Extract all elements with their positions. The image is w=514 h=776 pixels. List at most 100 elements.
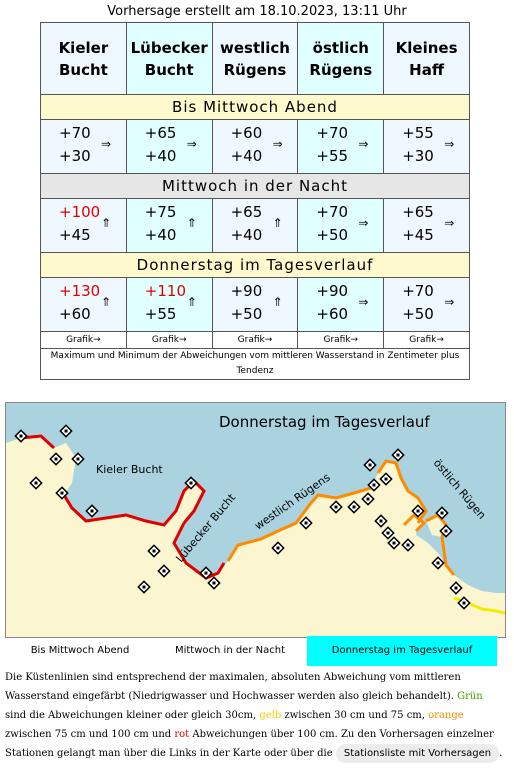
forecast-cell: +70 ⇒ +30 [41,120,126,173]
min-value: +40 [230,226,263,244]
forecast-cell: +70 ⇒ +55 [298,120,383,173]
forecast-cell: +60 ⇒ +40 [213,120,298,173]
values-row: +70 ⇒ +30 +65 ⇒ +40 +60 ⇒ +40 +70 ⇒ +55 +55 ⇒ +30 [40,119,470,174]
color-yellow-label: gelb [259,710,282,721]
grafik-link-kieler[interactable]: Grafik→ [40,331,127,349]
station-marker-dot [440,511,444,515]
region-header: Lübecker Bucht [125,22,213,95]
trend-arrow-icon: ⇒ [186,137,197,151]
max-value: +75 [144,203,177,221]
desc-text: zwischen 30 cm und 75 cm, [284,710,425,721]
max-value: +70 [402,282,434,300]
max-value: +70 [59,124,91,142]
grafik-link-haff[interactable]: Grafik→ [383,331,470,349]
station-marker-dot [379,519,383,523]
max-value: +65 [230,203,263,221]
trend-arrow-icon: ⇑ [101,216,112,230]
legend-description: Die Küstenlinien sind entsprechend der m… [5,668,505,763]
trend-arrow-icon: ⇑ [101,295,112,309]
trend-arrow-icon: ⇑ [186,216,197,230]
trend-arrow-icon: ⇑ [272,295,283,309]
max-value: +110 [144,282,186,300]
grafik-link-ost[interactable]: Grafik→ [297,331,385,349]
station-marker-dot [444,529,448,533]
coast-west [226,486,372,562]
station-marker-dot [19,434,23,438]
values-row: +130 ⇑ +60 +110 ⇑ +55 +90 ⇑ +50 +90 ⇒ +60 +70 ⇒ +5… [40,277,470,332]
station-marker-dot [212,581,216,585]
forecast-cell: +90 ⇑ +50 [213,278,298,331]
station-marker-dot [152,549,156,553]
max-value: +90 [230,282,263,300]
forecast-cell: +70 ⇒ +50 [298,199,383,252]
desc-text: sind die Abweichungen kleiner oder gleic… [5,710,257,721]
min-value: +60 [59,305,91,323]
station-marker-dot [392,541,396,545]
trend-arrow-icon: ⇒ [444,216,455,230]
map-land-east [404,515,446,537]
map-label-kieler: Kieler Bucht [96,463,163,476]
period-tabs: Bis Mittwoch Abend Mittwoch in der Nacht… [5,636,497,666]
station-marker-dot [76,457,80,461]
forecast-cell: +65 ⇒ +40 [127,120,212,173]
station-markers [14,424,471,610]
trend-arrow-icon: ⇒ [358,137,369,151]
max-value: +70 [316,203,349,221]
period-label: Mittwoch in der Nacht [40,173,470,199]
coast-map: Donnerstag im Tagesverlauf Kieler Bucht … [5,402,506,638]
min-value: +45 [59,226,91,244]
station-marker-dot [334,505,338,509]
station-marker-dot [162,569,166,573]
color-green-label: Grün [457,691,483,702]
trend-arrow-icon: ⇑ [186,295,197,309]
grafik-link-west[interactable]: Grafik→ [211,331,299,349]
max-value: +70 [316,124,349,142]
trend-arrow-icon: ⇑ [272,216,283,230]
min-value: +50 [230,305,263,323]
grafik-row: Grafik→ Grafik→ Grafik→ Grafik→ Grafik→ [40,331,470,349]
tab-mittwoch-nacht[interactable]: Mittwoch in der Nacht [174,645,285,656]
min-value: +60 [316,305,349,323]
tab-bis-mittwoch-abend[interactable]: Bis Mittwoch Abend [30,645,130,656]
grafik-link-luebecker[interactable]: Grafik→ [125,331,213,349]
min-value: +55 [144,305,177,323]
station-marker-dot [276,546,280,550]
tab-donnerstag[interactable]: Donnerstag im Tagesverlauf [307,636,497,666]
station-list-button[interactable]: Stationsliste mit Vorhersagen [335,744,500,763]
station-marker-dot [34,481,38,485]
max-value: +65 [144,124,177,142]
coast-map-svg: Donnerstag im Tagesverlauf Kieler Bucht … [6,403,505,637]
color-orange-label: orange [428,710,464,721]
trend-arrow-icon: ⇒ [101,137,112,151]
region-header: Kieler Bucht [40,22,127,95]
forecast-cell: +55 ⇒ +30 [384,120,469,173]
trend-arrow-icon: ⇒ [358,295,369,309]
min-value: +45 [402,226,434,244]
coast-luebecker [172,522,226,580]
values-row: +100 ⇑ +45 +75 ⇑ +40 +65 ⇑ +40 +70 ⇒ +50 +65 ⇒ +45 [40,198,470,253]
forecast-cell: +70 ⇒ +50 [384,278,469,331]
station-marker-dot [462,601,466,605]
forecast-cell: +65 ⇑ +40 [213,199,298,252]
forecast-cell: +75 ⇑ +40 [127,199,212,252]
forecast-cell: +130 ⇑ +60 [41,278,126,331]
period-label: Bis Mittwoch Abend [40,94,470,120]
min-value: +30 [59,147,91,165]
station-marker-dot [368,463,372,467]
station-marker-dot [372,483,376,487]
min-value: +50 [402,305,434,323]
station-marker-dot [64,429,68,433]
trend-arrow-icon: ⇒ [444,295,455,309]
forecast-cell: +100 ⇑ +45 [41,199,126,252]
footnote-row: Maximum und Minimum der Abweichungen vom… [40,348,470,380]
color-red-label: rot [174,729,190,740]
max-value: +90 [316,282,349,300]
region-header: westlich Rügens [211,22,299,95]
trend-arrow-icon: ⇒ [444,137,455,151]
desc-text: Abweichungen über 100 cm. Zu den Vorhers… [5,729,494,759]
forecast-created-text: Vorhersage erstellt am 18.10.2023, 13:11… [107,4,407,19]
min-value: +50 [316,226,349,244]
desc-text: zwischen 75 cm und 100 cm und [5,729,172,740]
max-value: +60 [230,124,263,142]
region-header: östlich Rügens [297,22,385,95]
